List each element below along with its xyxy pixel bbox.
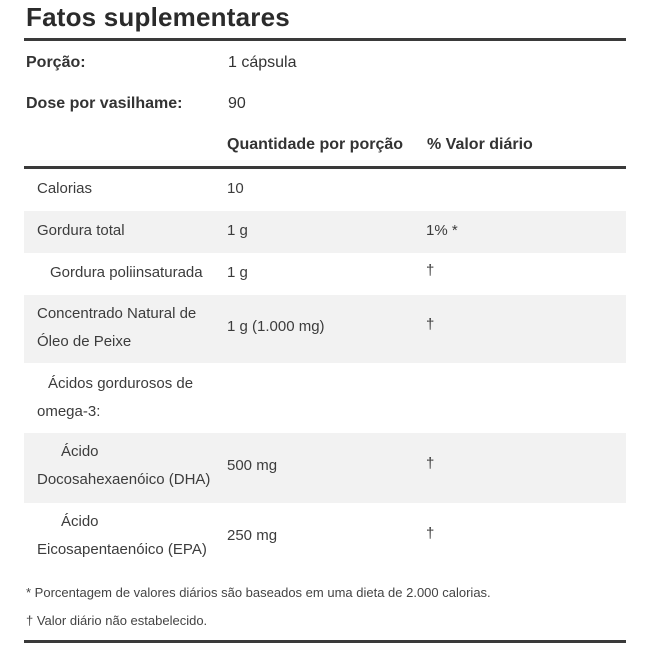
nutrient-amount: 1 g bbox=[227, 222, 248, 239]
nutrient-amount: 1 g (1.000 mg) bbox=[227, 318, 325, 335]
table-row: Concentrado Natural de Óleo de Peixe 1 g… bbox=[24, 295, 626, 363]
nutrient-daily-value: 1% * bbox=[426, 222, 458, 239]
top-divider bbox=[24, 38, 626, 41]
nutrient-name: Ácido Eicosapentaenóico (EPA) bbox=[37, 508, 232, 564]
nutrient-amount: 10 bbox=[227, 180, 244, 197]
nutrient-name-line: Óleo de Peixe bbox=[37, 333, 132, 350]
table-row: Ácido Eicosapentaenóico (EPA) 250 mg † bbox=[24, 503, 626, 573]
nutrient-name: Gordura total bbox=[37, 222, 125, 239]
nutrient-amount: 250 mg bbox=[227, 527, 278, 544]
nutrient-name-line: Concentrado Natural de bbox=[37, 305, 197, 322]
nutrient-daily-value: † bbox=[426, 455, 435, 472]
footnote-daily-value-basis: * Porcentagem de valores diários são bas… bbox=[26, 585, 491, 600]
nutrient-amount: 1 g bbox=[227, 264, 248, 281]
bottom-divider bbox=[24, 640, 626, 643]
table-row: Gordura poliinsaturada 1 g † bbox=[24, 253, 626, 295]
table-row: Ácido Docosahexaenóico (DHA) 500 mg † bbox=[24, 433, 626, 503]
nutrient-name: Gordura poliinsaturada bbox=[50, 264, 203, 281]
nutrient-name-line: Docosahexaenóico (DHA) bbox=[37, 471, 211, 488]
nutrient-name-line: Ácido bbox=[61, 443, 99, 460]
nutrient-daily-value: † bbox=[426, 316, 435, 333]
nutrient-name-line: Ácidos gordurosos de bbox=[48, 375, 194, 392]
header-divider bbox=[24, 166, 626, 169]
table-row: Calorias 10 bbox=[24, 169, 626, 211]
nutrient-daily-value: † bbox=[426, 262, 435, 279]
nutrient-name: Concentrado Natural de Óleo de Peixe bbox=[37, 300, 232, 356]
table-row: Gordura total 1 g 1% * bbox=[24, 211, 626, 253]
nutrient-name-line: Ácido bbox=[61, 513, 99, 530]
nutrient-name: Ácido Docosahexaenóico (DHA) bbox=[37, 438, 232, 494]
nutrient-name-line: omega-3: bbox=[37, 403, 101, 420]
nutrient-name-line: Eicosapentaenóico (EPA) bbox=[37, 541, 207, 558]
nutrient-name: Ácidos gordurosos de omega-3: bbox=[37, 370, 232, 426]
footnote-not-established: † Valor diário não estabelecido. bbox=[26, 613, 208, 628]
nutrient-amount: 500 mg bbox=[227, 457, 278, 474]
nutrient-daily-value: † bbox=[426, 525, 435, 542]
serving-value: 1 cápsula bbox=[228, 54, 297, 71]
amount-per-serving-header: Quantidade por porção bbox=[227, 136, 404, 153]
servings-per-container-value: 90 bbox=[228, 95, 246, 112]
table-row: Ácidos gordurosos de omega-3: bbox=[24, 363, 626, 433]
serving-label: Porção: bbox=[26, 54, 86, 71]
daily-value-header: % Valor diário bbox=[427, 136, 533, 153]
nutrient-name: Calorias bbox=[37, 180, 93, 197]
servings-per-container-label: Dose por vasilhame: bbox=[26, 95, 183, 112]
panel-title: Fatos suplementares bbox=[26, 2, 290, 32]
